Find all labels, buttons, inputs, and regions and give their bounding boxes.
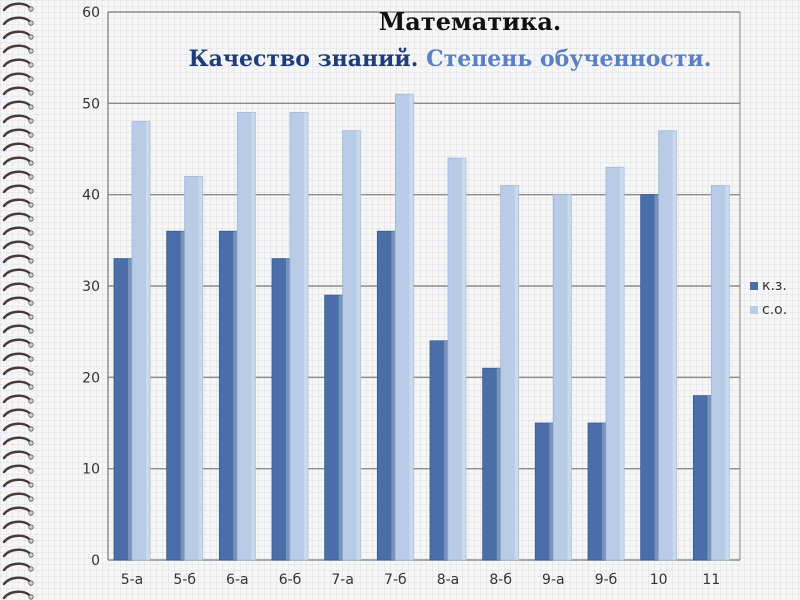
y-tick-label: 0	[91, 553, 100, 569]
bar-highlight	[338, 295, 343, 560]
bar-highlight	[286, 258, 290, 560]
bar-so-7-б	[394, 93, 414, 561]
x-tick-label: 8-б	[489, 572, 512, 588]
bar-highlight	[304, 112, 308, 560]
bar-highlight	[409, 94, 414, 560]
bar-highlight	[128, 258, 132, 560]
chart-title: Математика.	[378, 7, 562, 36]
x-tick-label: 9-б	[595, 572, 618, 588]
y-tick-label: 40	[82, 188, 100, 204]
bar-so-7-а	[342, 130, 362, 561]
legend-label: к.з.	[762, 278, 787, 294]
legend-swatch	[750, 282, 758, 290]
y-tick-label: 30	[82, 279, 100, 295]
axes	[107, 12, 741, 560]
x-tick-label: 6-а	[226, 572, 249, 588]
x-tick-label: 5-б	[173, 572, 196, 588]
legend-swatch	[750, 306, 758, 314]
legend-label: с.о.	[762, 302, 787, 318]
x-tick-label: 6-б	[279, 572, 302, 588]
bar-highlight	[251, 112, 256, 560]
bar-so-11	[710, 185, 730, 561]
x-tick-label: 9-а	[542, 572, 565, 588]
x-tick-labels: 5-а 5-б 6-а 6-б 7-а 7-б 8-а 8-б 9-а 9-б 10 11	[121, 572, 721, 588]
bar-highlight	[567, 194, 572, 560]
bar-highlight	[514, 185, 519, 561]
chart-subtitle: Качество знаний. Степень обученности.	[140, 44, 760, 74]
y-tick-label: 50	[82, 96, 100, 112]
grid-lines	[108, 11, 740, 561]
x-tick-label: 5-а	[121, 572, 144, 588]
x-tick-label: 10	[650, 572, 668, 588]
bar-highlight	[391, 231, 396, 560]
bar-highlight	[620, 167, 624, 560]
bar-so-10	[658, 130, 678, 561]
bar-so-9-а	[552, 194, 572, 561]
bar-highlight	[233, 231, 238, 560]
bar-so-8-а	[447, 157, 467, 561]
bar-highlight	[654, 194, 659, 560]
bar-so-6-а	[236, 112, 256, 561]
bar-highlight	[725, 185, 730, 561]
bar-so-5-б	[184, 175, 204, 561]
subtitle-quality: Качество знаний.	[188, 46, 419, 72]
bar-highlight	[180, 231, 185, 560]
bar-so-9-б	[605, 166, 625, 561]
y-tick-label: 60	[82, 5, 100, 21]
bar-highlight	[602, 423, 606, 560]
notebook-spiral-binding	[2, 2, 34, 600]
bar-highlight	[496, 368, 501, 560]
bars	[113, 93, 730, 561]
bar-highlight	[672, 130, 677, 560]
title-block: Математика. Качество знаний. Степень обу…	[140, 6, 760, 74]
bar-highlight	[707, 395, 712, 560]
y-tick-labels: 0 10 20 30 40 50 60	[82, 5, 100, 569]
bar-so-6-б	[289, 112, 309, 561]
x-tick-label: 7-а	[331, 572, 354, 588]
x-tick-label: 11	[702, 572, 720, 588]
x-tick-label: 7-б	[384, 572, 407, 588]
bar-highlight	[356, 130, 361, 560]
x-tick-label: 8-а	[437, 572, 460, 588]
bar-highlight	[549, 423, 554, 560]
bar-highlight	[444, 340, 448, 560]
bar-highlight	[198, 176, 203, 560]
y-tick-label: 20	[82, 370, 100, 386]
bar-highlight	[146, 121, 150, 560]
bar-highlight	[462, 158, 466, 560]
legend: к.з. с.о.	[750, 278, 787, 318]
y-tick-label: 10	[82, 462, 100, 478]
bar-so-8-б	[500, 185, 520, 561]
bar-so-5-а	[131, 121, 151, 561]
subtitle-degree: Степень обученности.	[426, 46, 712, 72]
